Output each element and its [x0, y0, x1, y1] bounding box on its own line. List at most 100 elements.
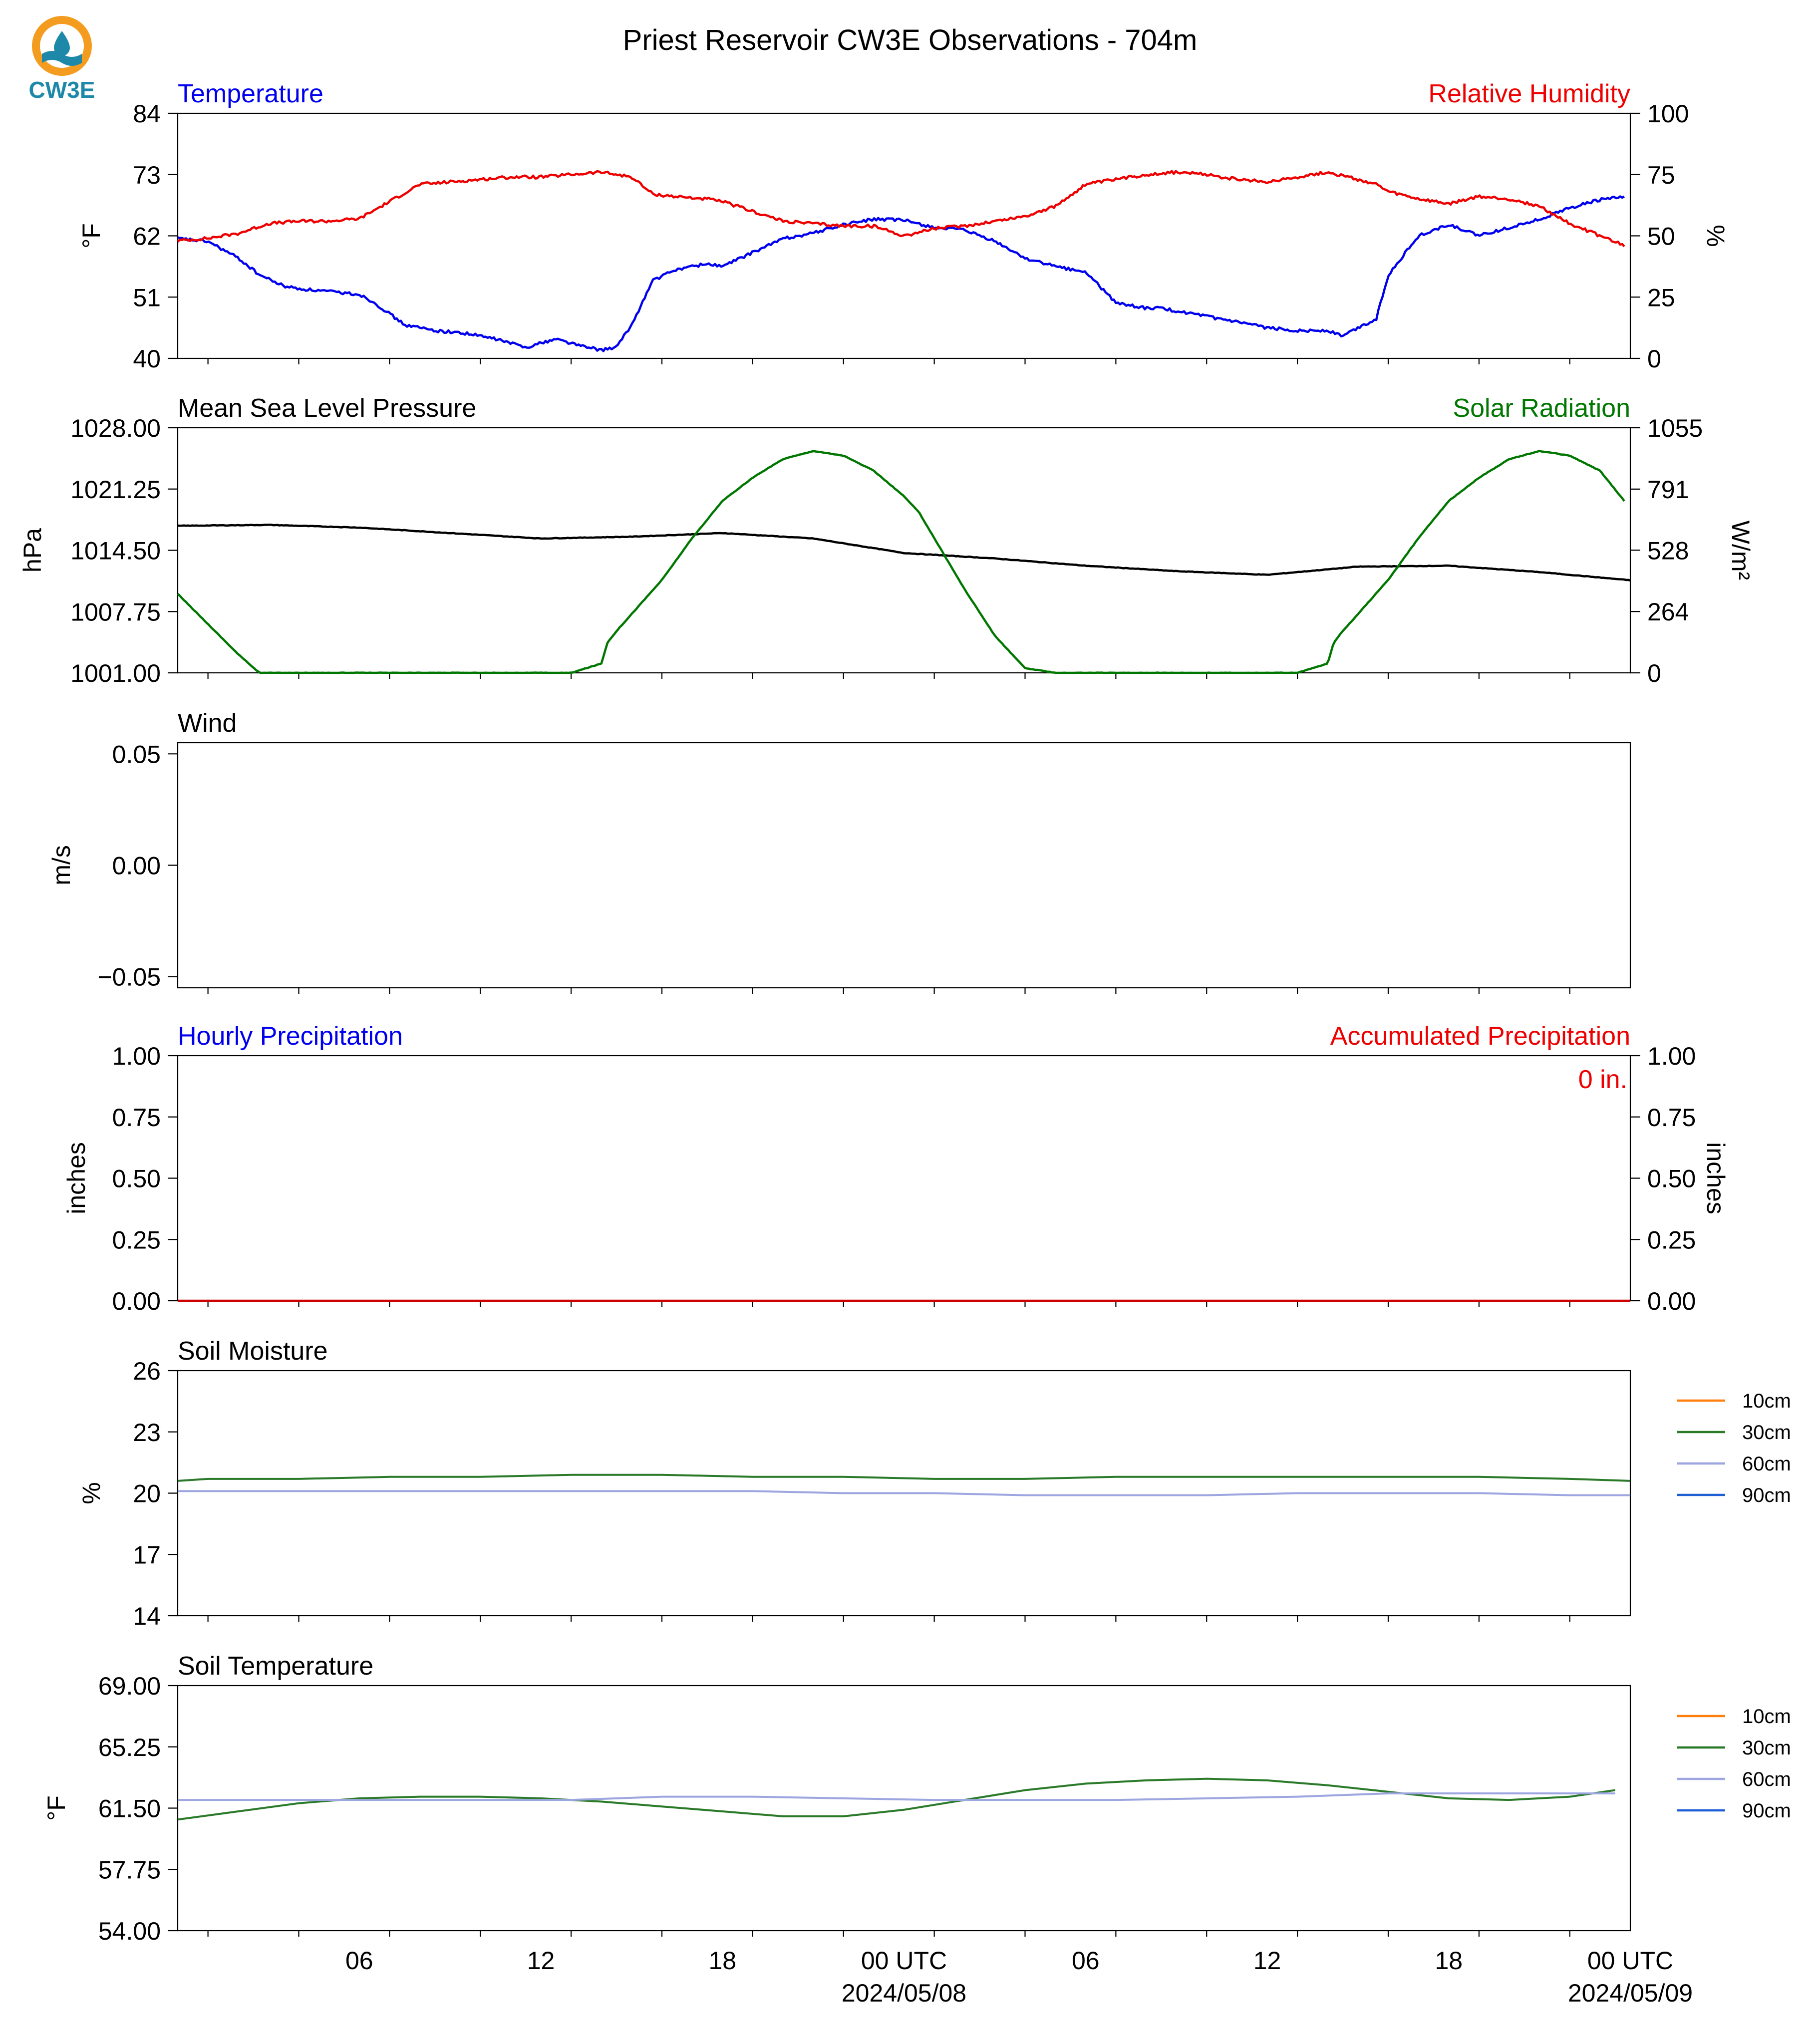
- y-right-tick-label: 50: [1647, 223, 1675, 251]
- y-right-tick-label: 791: [1647, 476, 1689, 504]
- y-left-tick-label: 54.00: [98, 1917, 161, 1945]
- y-right-tick-label: 0.75: [1647, 1104, 1696, 1132]
- legend-entry-label: 90cm: [1742, 1484, 1791, 1506]
- legend-entry-label: 60cm: [1742, 1453, 1791, 1475]
- legend-entry-label: 30cm: [1742, 1422, 1791, 1444]
- legend-entry-label: 30cm: [1742, 1737, 1791, 1759]
- y-left-tick-label: −0.05: [97, 963, 161, 991]
- y-left-tick-label: 65.25: [98, 1734, 161, 1761]
- x-tick-label: 06: [1072, 1947, 1100, 1975]
- panel-title-left: Soil Moisture: [178, 1337, 328, 1366]
- legend-entry-label: 10cm: [1742, 1706, 1791, 1728]
- y-left-tick-label: 0.50: [112, 1165, 161, 1193]
- y-right-tick-label: 1.00: [1647, 1042, 1696, 1070]
- y-left-axis-label: inches: [62, 1142, 90, 1214]
- panels: 40 51 62 73 84 0 25 50 75 100 °F % Temperature Relati…: [18, 79, 1755, 1945]
- y-right-axis-label: %: [1702, 225, 1730, 247]
- y-left-tick-label: 1007.75: [70, 598, 161, 626]
- x-tick-label: 00 UTC: [1587, 1947, 1673, 1975]
- series-line-solar-radiation: [177, 450, 1625, 674]
- y-left-tick-label: 1.00: [112, 1042, 161, 1070]
- series-line-mean-sea-level-pressure: [177, 524, 1631, 582]
- panel-title-left: Temperature: [178, 79, 323, 108]
- series-line-60cm: [178, 1490, 1630, 1496]
- panel-title-left: Mean Sea Level Pressure: [178, 394, 476, 423]
- precipitation-panel: 0.00 0.25 0.50 0.75 1.00 0.00 0.25 0.50 0.75 1.00…: [62, 1022, 1730, 1315]
- panel-title-right: Solar Radiation: [1453, 394, 1630, 423]
- x-tick-label: 18: [1435, 1947, 1463, 1975]
- y-left-tick-label: 17: [133, 1541, 161, 1569]
- y-right-tick-label: 1055: [1647, 414, 1703, 442]
- y-left-tick-label: 26: [133, 1357, 161, 1385]
- series-line-temperature: [177, 195, 1625, 352]
- panel-title-right: Relative Humidity: [1428, 79, 1630, 108]
- y-right-axis-label: inches: [1702, 1142, 1730, 1214]
- y-left-tick-label: 40: [133, 345, 161, 373]
- panel-title-left: Soil Temperature: [178, 1652, 373, 1681]
- y-left-tick-label: 23: [133, 1419, 161, 1447]
- x-tick-label: 12: [527, 1947, 555, 1975]
- y-left-axis-label: %: [77, 1482, 105, 1504]
- pressure-solar-panel: 1001.00 1007.75 1014.50 1021.25 1028.00 0 264 5…: [18, 394, 1755, 687]
- panel-title-left: Wind: [178, 709, 237, 738]
- panel-title-left: Hourly Precipitation: [178, 1022, 403, 1051]
- cw3e-logo: CW3E: [29, 16, 95, 103]
- y-left-axis-label: m/s: [47, 845, 75, 885]
- y-left-axis-label: hPa: [18, 528, 46, 573]
- y-left-axis-label: °F: [77, 223, 105, 249]
- y-right-tick-label: 0.00: [1647, 1287, 1696, 1315]
- y-left-tick-label: 57.75: [98, 1856, 161, 1884]
- x-tick-label: 00 UTC: [861, 1947, 947, 1975]
- chart-title: Priest Reservoir CW3E Observations - 704…: [623, 24, 1198, 56]
- x-tick-label: 18: [708, 1947, 736, 1975]
- y-left-tick-label: 61.50: [98, 1795, 161, 1823]
- y-left-tick-label: 0.25: [112, 1226, 161, 1254]
- x-date-label: 2024/05/08: [842, 1979, 966, 2007]
- y-left-tick-label: 1021.25: [70, 476, 161, 504]
- accumulated-precip-annotation: 0 in.: [1578, 1065, 1627, 1094]
- y-left-tick-label: 0.75: [112, 1104, 161, 1132]
- temperature-humidity-panel: 40 51 62 73 84 0 25 50 75 100 °F % Temperature Relati…: [77, 79, 1730, 373]
- y-left-tick-label: 1014.50: [70, 537, 161, 565]
- y-left-tick-label: 62: [133, 223, 161, 251]
- y-right-tick-label: 0: [1647, 659, 1661, 687]
- y-right-tick-label: 0.50: [1647, 1165, 1696, 1193]
- y-right-tick-label: 100: [1647, 100, 1689, 128]
- y-left-tick-label: 51: [133, 284, 161, 311]
- wind-panel: −0.05 0.00 0.05 m/s Wind: [47, 709, 1631, 994]
- y-left-tick-label: 20: [133, 1480, 161, 1508]
- series-line-60cm: [178, 1792, 1615, 1801]
- y-right-tick-label: 25: [1647, 284, 1675, 311]
- x-date-label: 2024/05/09: [1568, 1979, 1693, 2007]
- soil-moisture-panel: 14 17 20 23 26% Soil Moisture: [77, 1337, 1631, 1630]
- y-left-tick-label: 1028.00: [70, 414, 161, 442]
- legend-entry-label: 90cm: [1742, 1800, 1791, 1822]
- soil-moisture-legend: 10cm 30cm 60cm 90cm: [1677, 1390, 1791, 1506]
- time-axis-labels: 06 12 18 00 UTC 06 12 18 00 UTC 2024/05/08 2024/0…: [345, 1947, 1693, 2007]
- y-right-tick-label: 528: [1647, 537, 1689, 565]
- legend-entry-label: 10cm: [1742, 1390, 1791, 1412]
- series-line-30cm: [177, 1473, 1631, 1482]
- panel-title-right: Accumulated Precipitation: [1330, 1022, 1630, 1051]
- logo-text: CW3E: [29, 77, 95, 103]
- soil-temperature-panel: 54.00 57.75 61.50 65.25 69.00 °F Soil Temperat…: [42, 1652, 1631, 1945]
- legend-entry-label: 60cm: [1742, 1768, 1791, 1790]
- series-line-30cm: [177, 1777, 1615, 1821]
- y-left-axis-label: °F: [42, 1795, 70, 1821]
- y-right-tick-label: 264: [1647, 598, 1689, 626]
- y-right-axis-label: W/m²: [1727, 521, 1755, 580]
- y-left-tick-label: 0.05: [112, 740, 161, 768]
- y-left-tick-label: 73: [133, 161, 161, 189]
- y-left-tick-label: 0.00: [112, 852, 161, 880]
- y-right-tick-label: 75: [1647, 161, 1675, 189]
- x-tick-label: 06: [345, 1947, 373, 1975]
- y-left-tick-label: 1001.00: [70, 659, 161, 687]
- y-right-tick-label: 0: [1647, 345, 1661, 373]
- y-left-tick-label: 69.00: [98, 1672, 161, 1700]
- y-left-tick-label: 0.00: [112, 1287, 161, 1315]
- soil-temperature-legend: 10cm 30cm 60cm 90cm: [1677, 1706, 1791, 1822]
- y-left-tick-label: 14: [133, 1602, 161, 1630]
- y-left-tick-label: 84: [133, 100, 161, 128]
